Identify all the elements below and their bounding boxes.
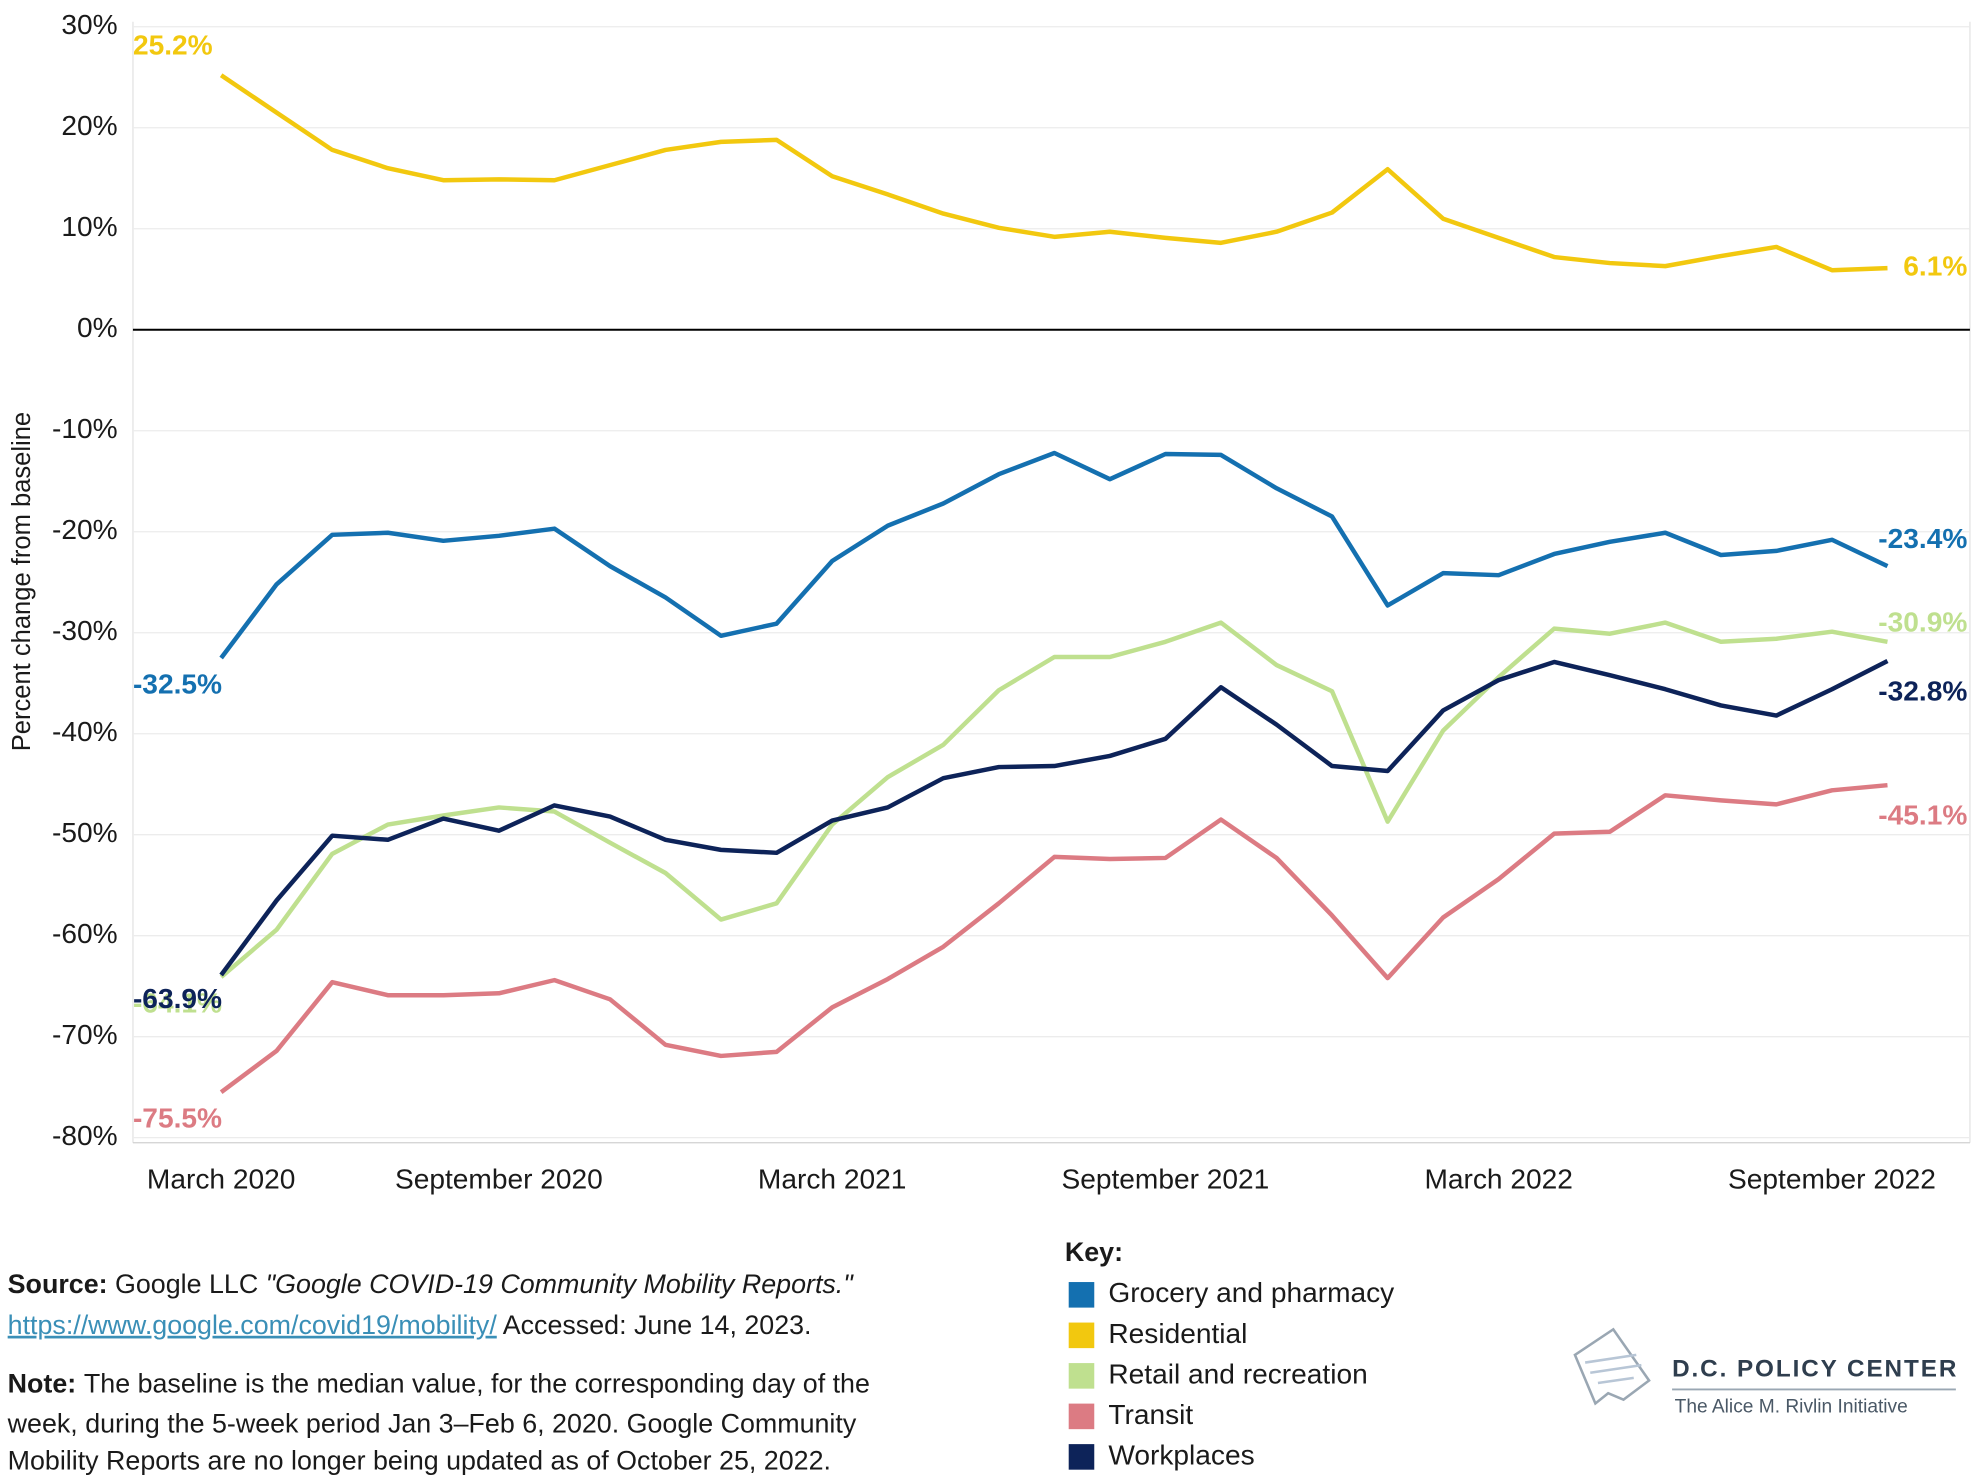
series-line [219,450,1889,660]
data-label: 25.2% [133,30,213,61]
data-label: -32.5% [133,669,222,700]
logo-icon [1584,1353,1642,1385]
legend-label: Workplaces [1108,1439,1254,1470]
logo-name: D.C. POLICY CENTER [1672,1356,1958,1383]
logo-icon [1573,1327,1651,1406]
y-tick-label: 30% [61,9,117,40]
x-tick-label: March 2020 [147,1163,295,1194]
legend-label: Residential [1108,1318,1247,1349]
source-line: https://www.google.com/covid19/mobility/… [8,1310,812,1340]
y-tick-label: -60% [52,918,118,949]
legend-label: Grocery and pharmacy [1108,1277,1394,1308]
y-tick-label: -20% [52,514,118,545]
data-label: -75.5% [133,1103,222,1134]
note-line: Note: The baseline is the median value, f… [8,1369,870,1399]
data-label: -30.9% [1878,606,1967,637]
source-title: "Google COVID-19 Community Mobility Repo… [266,1269,855,1299]
y-tick-label: 10% [61,211,117,242]
y-tick-label: -70% [52,1019,118,1050]
source-label: Source: [8,1269,108,1299]
y-tick-label: 20% [61,110,117,141]
y-tick-label: -30% [52,615,118,646]
logo-tagline: The Alice M. Rivlin Initiative [1675,1396,1908,1417]
legend-swatch [1068,1403,1095,1430]
x-tick-label: September 2020 [395,1163,603,1194]
legend-swatch [1068,1444,1095,1470]
note-label: Note: [8,1369,77,1399]
y-tick-label: 0% [77,312,118,343]
legend-label: Retail and recreation [1108,1358,1367,1389]
data-label: 6.1% [1903,251,1967,282]
data-label: -23.4% [1878,523,1967,554]
note-text: Mobility Reports are no longer being upd… [8,1445,831,1475]
logo: D.C. POLICY CENTER The Alice M. Rivlin I… [1573,1327,1958,1417]
x-tick-label: September 2021 [1061,1163,1269,1194]
y-tick-label: -40% [52,716,118,747]
source-link[interactable]: https://www.google.com/covid19/mobility/ [8,1310,498,1340]
data-label: -64.1% [133,988,222,1019]
legend-label: Transit [1108,1399,1193,1430]
y-axis-label: Percent change from baseline [8,412,36,751]
data-label: -45.1% [1878,800,1967,831]
note-text: The baseline is the median value, for th… [84,1369,870,1399]
series-line [219,782,1888,1095]
data-label: -32.8% [1878,675,1967,706]
data-label: -63.9% [133,983,222,1014]
y-tick-label: -80% [52,1120,118,1151]
source: Source: Google LLC "Google COVID-19 Comm… [8,1269,855,1299]
legend-title: Key: [1065,1237,1123,1267]
x-tick-label: March 2022 [1424,1163,1572,1194]
source-text: Google LLC [108,1269,266,1299]
series-line [219,658,1889,977]
accessed: Accessed: June 14, 2023. [497,1310,812,1340]
legend-swatch [1068,1363,1095,1389]
series-line [219,73,1888,273]
y-tick-label: -50% [52,817,118,848]
note-text: week, during the 5-week period Jan 3–Feb… [7,1408,857,1438]
x-tick-label: September 2022 [1728,1163,1936,1194]
x-tick-label: March 2021 [758,1163,906,1194]
series-line [219,620,1888,979]
y-tick-label: -10% [52,413,118,444]
legend-swatch [1068,1322,1095,1349]
legend-swatch [1068,1282,1095,1308]
